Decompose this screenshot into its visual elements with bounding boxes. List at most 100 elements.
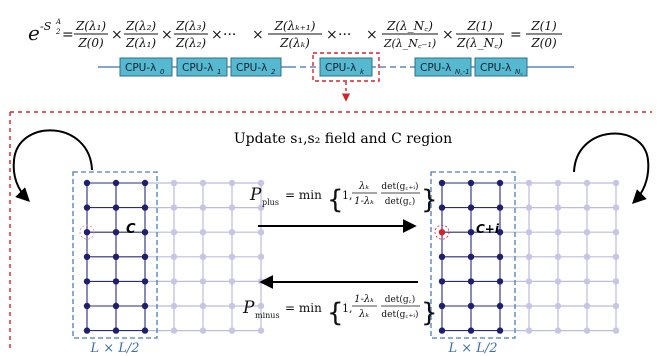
lattice-node (112, 204, 120, 211)
factor-1-numerator: Z(λ₁) (75, 19, 106, 33)
factor-last-denominator: Z(λ_N꜀) (456, 36, 503, 50)
lattice-node (83, 278, 91, 285)
cpu-box-rect (319, 57, 373, 77)
lattice-node (170, 253, 178, 260)
lattice-node (496, 302, 504, 310)
factor-1-denominator: Z(0) (77, 36, 104, 50)
equation-equals-left: = (62, 27, 74, 43)
lattice-node (467, 204, 475, 211)
p-plus-equals-min: = min (285, 188, 322, 202)
lattice-node (438, 302, 446, 310)
cpu-box-subscript: 0 (160, 68, 165, 76)
left-region-box (72, 171, 158, 339)
lattice-node (612, 179, 620, 187)
right-lattice (434, 179, 620, 334)
lattice-node (554, 253, 562, 260)
lattice-node (554, 327, 562, 334)
lattice-node (199, 302, 207, 310)
rhs-denominator: Z(0) (530, 36, 557, 50)
lattice-node (525, 253, 533, 260)
lattice-node (583, 229, 591, 236)
lattice-node (257, 253, 265, 260)
lattice-node (83, 253, 91, 260)
lattice-node (170, 204, 178, 211)
times-6: × (366, 27, 378, 43)
lattice-node (467, 253, 475, 260)
lattice-node (525, 179, 533, 187)
p-plus-frac1-den: 1-λₖ (354, 196, 374, 207)
candidate-site-ring (79, 224, 95, 240)
times-7: × (442, 27, 454, 43)
times-2: × (161, 27, 173, 43)
lattice-node (438, 204, 446, 211)
lattice-node (438, 253, 446, 260)
lattice-node (525, 229, 533, 236)
times-5: × (326, 27, 338, 43)
lattice-node (496, 229, 504, 236)
flipped-site-node (438, 229, 446, 236)
p-plus-subscript: plus (262, 198, 279, 207)
lattice-node (496, 204, 504, 211)
factor-k-denominator: Z(λₖ) (279, 36, 310, 50)
cpu-box-4: CPU-λ N꜀-1 (414, 57, 472, 77)
rhs-numerator: Z(1) (530, 19, 557, 33)
cpu-box-label: CPU-λ (480, 62, 511, 74)
lattice-node (228, 204, 236, 211)
site-highlight-ring (434, 224, 450, 240)
factor-nc-numerator: Z(λ_N꜀) (386, 19, 433, 33)
lattice-node (170, 179, 178, 187)
lattice-node (83, 302, 91, 310)
lattice-node (554, 229, 562, 236)
lattice-node (438, 278, 446, 285)
p-minus-right-brace: } (421, 298, 438, 328)
factor-last-numerator: Z(1) (466, 19, 493, 33)
p-minus-one: 1, (342, 302, 353, 315)
lattice-node (467, 302, 475, 310)
lattice-node (257, 302, 265, 310)
right-loop-arrow (573, 132, 650, 204)
lattice-node (583, 204, 591, 211)
lattice-node (496, 253, 504, 260)
lattice-node (496, 179, 504, 187)
lattice-node (554, 278, 562, 285)
lattice-node (141, 302, 149, 310)
lattice-node (228, 327, 236, 334)
left-lattice (79, 179, 265, 334)
lattice-node (583, 179, 591, 187)
cpu-box-rect (119, 57, 173, 77)
cpu-box-subscript: 1 (217, 68, 221, 76)
lattice-node (141, 204, 149, 211)
cpu-box-subscript: N꜀-1 (455, 68, 470, 76)
cpu-box-label: CPU-λ (420, 62, 451, 74)
p-minus-formula: P minus = min { 1, 1-λₖ λₖ det(g꜀) det(g… (242, 294, 438, 328)
cpu-box-rect (474, 57, 528, 77)
lattice-node (257, 204, 265, 211)
lattice-node (612, 229, 620, 236)
lattice-node (612, 278, 620, 285)
times-4: × (252, 27, 264, 43)
factor-nc-denominator: Z(λ_N꜀₋₁) (383, 37, 436, 50)
equation: e -S A 2 = Z(λ₁) Z(0) × Z(λ₂) Z(λ₁) × Z(… (28, 18, 562, 50)
factor-2-numerator: Z(λ₂) (125, 19, 156, 33)
dots-1: ··· (223, 27, 236, 43)
p-plus-symbol: P (249, 185, 262, 205)
p-minus-frac1-num: 1-λₖ (354, 294, 374, 305)
p-plus-frac2-den: det(g꜀) (385, 196, 416, 207)
lattice-node (612, 253, 620, 260)
cpu-box-subscript: 2 (271, 68, 276, 76)
lattice-node (83, 327, 91, 334)
lattice-node (170, 229, 178, 236)
cpu-box-0: CPU-λ 0 (119, 57, 173, 77)
cpu-box-label: CPU-λ (325, 62, 356, 74)
p-plus-right-brace: } (421, 185, 438, 215)
lattice-node (141, 327, 149, 334)
left-region-label: C (126, 222, 136, 237)
lattice-node (525, 278, 533, 285)
lattice-node (525, 327, 533, 334)
equation-lhs-exponent: -S (40, 20, 52, 33)
lattice-node (612, 327, 620, 334)
p-minus-subscript: minus (255, 311, 280, 320)
lattice-node (583, 327, 591, 334)
lattice-node (554, 302, 562, 310)
